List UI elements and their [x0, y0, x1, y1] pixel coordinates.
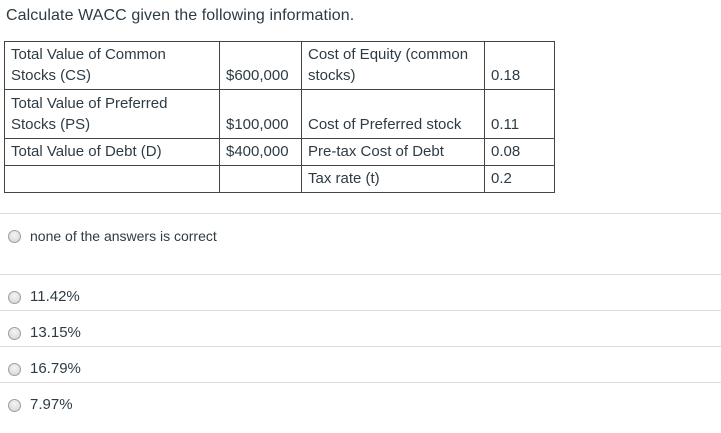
table-cell-label: Tax rate (t): [301, 165, 485, 193]
table-cell-value: $400,000: [219, 138, 302, 166]
table-cell-label: Cost of Equity (common stocks): [301, 41, 485, 90]
table-row: Total Value of Preferred Stocks (PS) $10…: [4, 89, 555, 139]
table-row: Total Value of Debt (D) $400,000 Pre-tax…: [4, 138, 555, 166]
table-cell-label: Pre-tax Cost of Debt: [301, 138, 485, 166]
wacc-data-table: Total Value of Common Stocks (CS) $600,0…: [4, 41, 555, 193]
answer-label[interactable]: 11.42%: [30, 288, 80, 305]
answer-option-797[interactable]: 7.97%: [0, 382, 721, 433]
table-cell-label: Cost of Preferred stock: [301, 89, 485, 139]
answer-label[interactable]: none of the answers is correct: [30, 228, 217, 244]
radio-button-icon[interactable]: [8, 230, 21, 243]
answer-option-1315[interactable]: 13.15%: [0, 310, 721, 346]
table-cell-label: Total Value of Preferred Stocks (PS): [4, 89, 220, 139]
radio-button-icon[interactable]: [8, 326, 21, 340]
table-cell-empty: [4, 165, 220, 193]
question-title: Calculate WACC given the following infor…: [6, 7, 355, 24]
answer-option-1142[interactable]: 11.42%: [0, 274, 721, 310]
table-cell-label: Total Value of Debt (D): [4, 138, 220, 166]
answer-label[interactable]: 13.15%: [30, 324, 81, 341]
radio-button-icon[interactable]: [8, 398, 21, 412]
answer-label[interactable]: 16.79%: [30, 360, 81, 377]
table-cell-label: Total Value of Common Stocks (CS): [4, 41, 220, 90]
answer-option-1679[interactable]: 16.79%: [0, 346, 721, 382]
table-cell-empty: [219, 165, 302, 193]
answer-options-list: none of the answers is correct 11.42% 13…: [0, 213, 721, 433]
radio-button-icon[interactable]: [8, 290, 21, 304]
table-cell-value: 0.18: [484, 41, 555, 90]
table-cell-value: 0.11: [484, 89, 555, 139]
radio-button-icon[interactable]: [8, 362, 21, 376]
table-row: Tax rate (t) 0.2: [4, 165, 555, 193]
answer-option-none[interactable]: none of the answers is correct: [0, 213, 721, 274]
table-cell-value: $600,000: [219, 41, 302, 90]
table-cell-value: $100,000: [219, 89, 302, 139]
table-cell-value: 0.08: [484, 138, 555, 166]
table-row: Total Value of Common Stocks (CS) $600,0…: [4, 41, 555, 90]
answer-label[interactable]: 7.97%: [30, 396, 73, 413]
table-cell-value: 0.2: [484, 165, 555, 193]
